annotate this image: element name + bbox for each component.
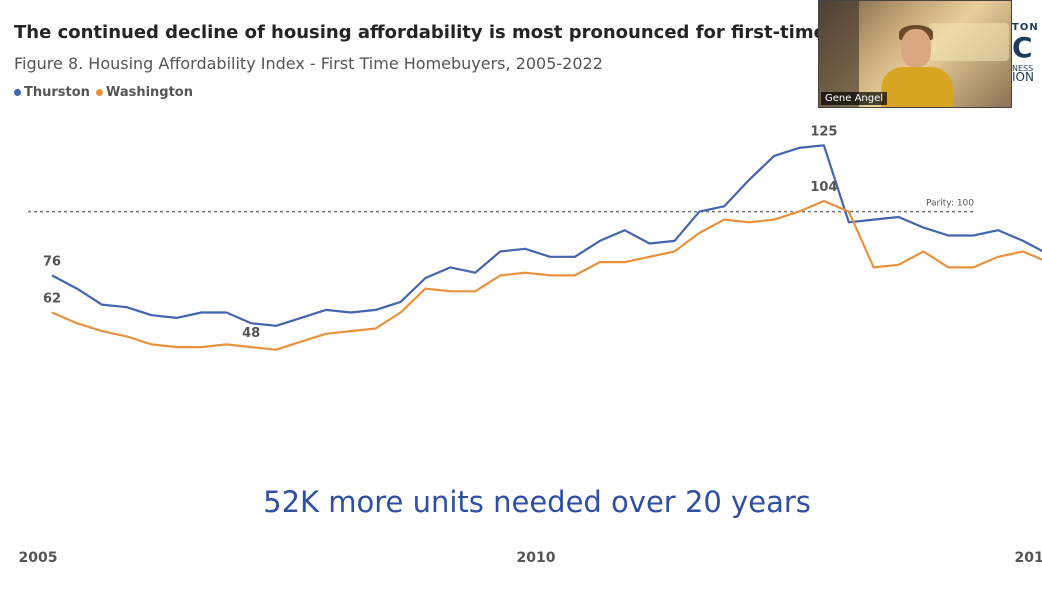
x-axis: 2005201020152020 [19, 550, 1042, 566]
chart-subtitle: Figure 8. Housing Affordability Index - … [14, 54, 603, 73]
logo-mark: C [1012, 31, 1033, 64]
webcam-background [819, 1, 859, 107]
x-tick-label-2010: 2010 [517, 550, 556, 566]
logo-text-middle: NESS [1012, 64, 1034, 73]
series-line-washington [51, 199, 1042, 351]
webcam-background-light [929, 23, 1009, 61]
logo-text-top: TON [1012, 22, 1039, 33]
presenter-name-tag: Gene Angel [821, 92, 888, 105]
legend-dot-thurston [14, 89, 21, 96]
x-tick-label-2005: 2005 [19, 550, 58, 566]
data-label-thurston-0: 76 [43, 254, 61, 269]
legend-label-washington: Washington [105, 85, 193, 100]
webcam-video-feed[interactable]: Gene Angel [818, 0, 1012, 108]
logo-text-bottom: ION [1012, 70, 1034, 84]
series-line-thurston [51, 144, 1042, 327]
data-label-washington-1: 48 [242, 326, 260, 341]
parity-label: Parity: 100 [926, 199, 974, 209]
legend-item-thurston: Thurston [14, 85, 90, 100]
legend-item-washington: Washington [95, 85, 193, 100]
data-label-washington-0: 62 [43, 292, 61, 307]
data-label-thurston-1: 125 [810, 124, 837, 139]
presenter-body [881, 67, 953, 107]
data-label-washington-2: 104 [810, 180, 837, 195]
chart-title: The continued decline of housing afforda… [14, 22, 926, 43]
legend: Thurston Washington [14, 85, 193, 100]
legend-dot-washington [95, 89, 103, 96]
legend-label-thurston: Thurston [24, 85, 90, 100]
series-group [51, 144, 1042, 351]
data-label-group: 761259451624810441 [43, 124, 838, 341]
annotation-text: 52K more units needed over 20 years [263, 485, 811, 519]
presenter-head [901, 29, 931, 67]
